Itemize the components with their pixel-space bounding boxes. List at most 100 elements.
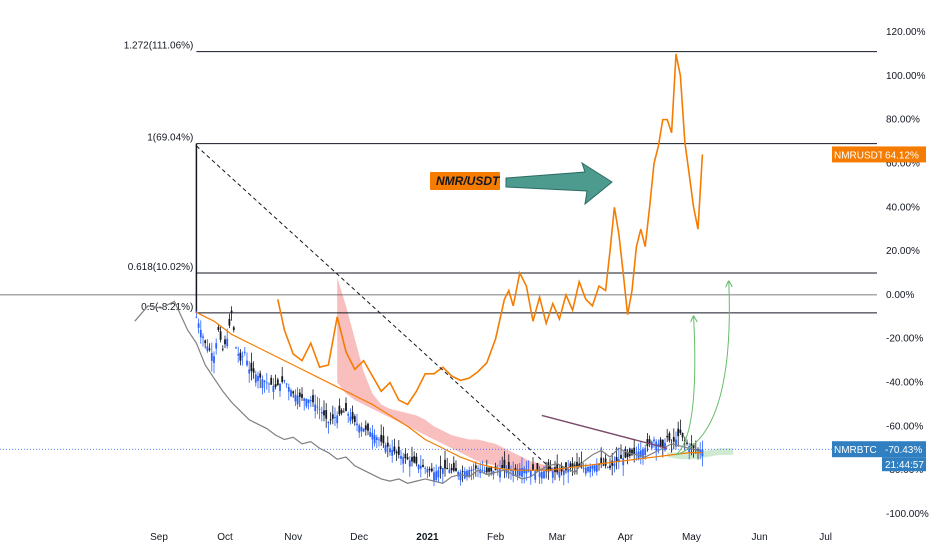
fib-label: 1.272(111.06%) xyxy=(124,41,194,52)
candle-body xyxy=(450,467,453,471)
y-tick-label: -100.00% xyxy=(886,509,929,520)
candle-body xyxy=(441,467,444,474)
x-tick-label: Sep xyxy=(150,532,168,543)
x-tick-label: Oct xyxy=(217,532,233,543)
candle-body xyxy=(259,373,262,378)
fib-label: 0.5(-8.21%) xyxy=(141,302,193,313)
candle-body xyxy=(567,469,570,473)
candle-body xyxy=(543,471,545,479)
candle-body xyxy=(589,466,592,473)
candle-body xyxy=(386,442,389,447)
candle-body xyxy=(437,470,440,478)
candle-body xyxy=(230,310,233,313)
x-tick-label: Nov xyxy=(284,532,302,543)
candle-body xyxy=(309,400,312,402)
candle-body xyxy=(587,466,589,472)
candle-body xyxy=(631,449,633,455)
candle-body xyxy=(613,463,616,467)
candle-body xyxy=(470,469,473,472)
candle-body xyxy=(380,434,383,442)
candle-body xyxy=(369,431,372,437)
candle-body xyxy=(653,439,655,442)
candle-body xyxy=(650,441,653,449)
annotation-text: NMR/USDT xyxy=(436,174,501,188)
fib-levels: 1.272(111.06%) 1(69.04%) 0.618(10.02%) 0.5(… xyxy=(0,41,877,314)
candle-body xyxy=(323,410,325,416)
candle-body xyxy=(633,447,636,454)
candle-body xyxy=(197,323,200,328)
candle-body xyxy=(672,437,675,442)
candle-body xyxy=(241,356,244,358)
candle-body xyxy=(444,459,446,469)
candle-body xyxy=(615,457,618,462)
candle-body xyxy=(578,463,581,467)
resistance-line xyxy=(541,414,668,449)
candle-body xyxy=(298,392,301,397)
y-tick-label: -40.00% xyxy=(886,378,923,389)
candle-body xyxy=(692,444,695,449)
projection-arrow xyxy=(675,317,695,456)
candle-body xyxy=(342,411,345,413)
candle-body xyxy=(490,466,493,472)
candle-body xyxy=(219,331,222,340)
candle-body xyxy=(617,459,620,462)
candle-body xyxy=(281,376,284,382)
series-line xyxy=(196,311,703,471)
candle-body xyxy=(424,467,427,469)
candle-body xyxy=(371,432,374,440)
candle-body xyxy=(347,413,350,416)
series-line xyxy=(134,300,699,484)
candle-body xyxy=(435,471,438,480)
NMRUSDT-tag-value: 64.12% xyxy=(885,150,919,161)
candle-body xyxy=(686,442,688,444)
NMRUSDT-tag-name: NMRUSDT xyxy=(834,150,884,161)
candle-body xyxy=(292,391,295,394)
big-arrow xyxy=(505,161,613,206)
candle-body xyxy=(338,405,341,415)
candle-body xyxy=(457,471,460,477)
candle-body xyxy=(237,354,240,356)
candle-body xyxy=(195,316,198,318)
candle-body xyxy=(318,408,321,410)
candle-body xyxy=(668,433,671,441)
y-tick-label: 120.00% xyxy=(886,27,926,38)
candle-body xyxy=(375,437,378,441)
candle-body xyxy=(433,472,435,482)
NMRBTC-tag-value: -70.43% xyxy=(885,445,922,456)
candle-body xyxy=(307,399,310,403)
candle-body xyxy=(463,471,466,479)
candle-body xyxy=(305,398,308,407)
candle-body xyxy=(252,368,255,373)
candle-body xyxy=(514,468,517,470)
candle-body xyxy=(296,395,299,405)
x-tick-label: Apr xyxy=(618,532,634,543)
candle-body xyxy=(314,404,317,412)
x-tick-label: Feb xyxy=(487,532,505,543)
candle-body xyxy=(208,348,211,350)
candle-body xyxy=(455,468,457,472)
candle-body xyxy=(591,465,594,469)
y-tick-label: -20.00% xyxy=(886,334,923,345)
candle-body xyxy=(699,449,702,454)
candle-body xyxy=(644,448,647,455)
candle-body xyxy=(270,377,273,385)
candle-body xyxy=(681,432,684,438)
candle-body xyxy=(675,439,677,447)
candle-body xyxy=(536,463,539,472)
candle-body xyxy=(202,336,204,339)
candle-body xyxy=(334,417,336,419)
candle-body xyxy=(496,469,499,471)
candle-body xyxy=(595,464,598,472)
candle-body xyxy=(446,467,449,470)
candle-body xyxy=(364,425,367,430)
candle-body xyxy=(573,464,576,466)
x-tick-label: Mar xyxy=(549,532,567,543)
candle-body xyxy=(532,464,534,471)
candle-body xyxy=(413,456,416,463)
annotation-box xyxy=(430,172,500,190)
candle-body xyxy=(378,439,380,441)
candle-body xyxy=(408,460,411,467)
candle-body xyxy=(235,347,237,349)
candle-body xyxy=(688,446,691,453)
candle-body xyxy=(661,439,664,449)
